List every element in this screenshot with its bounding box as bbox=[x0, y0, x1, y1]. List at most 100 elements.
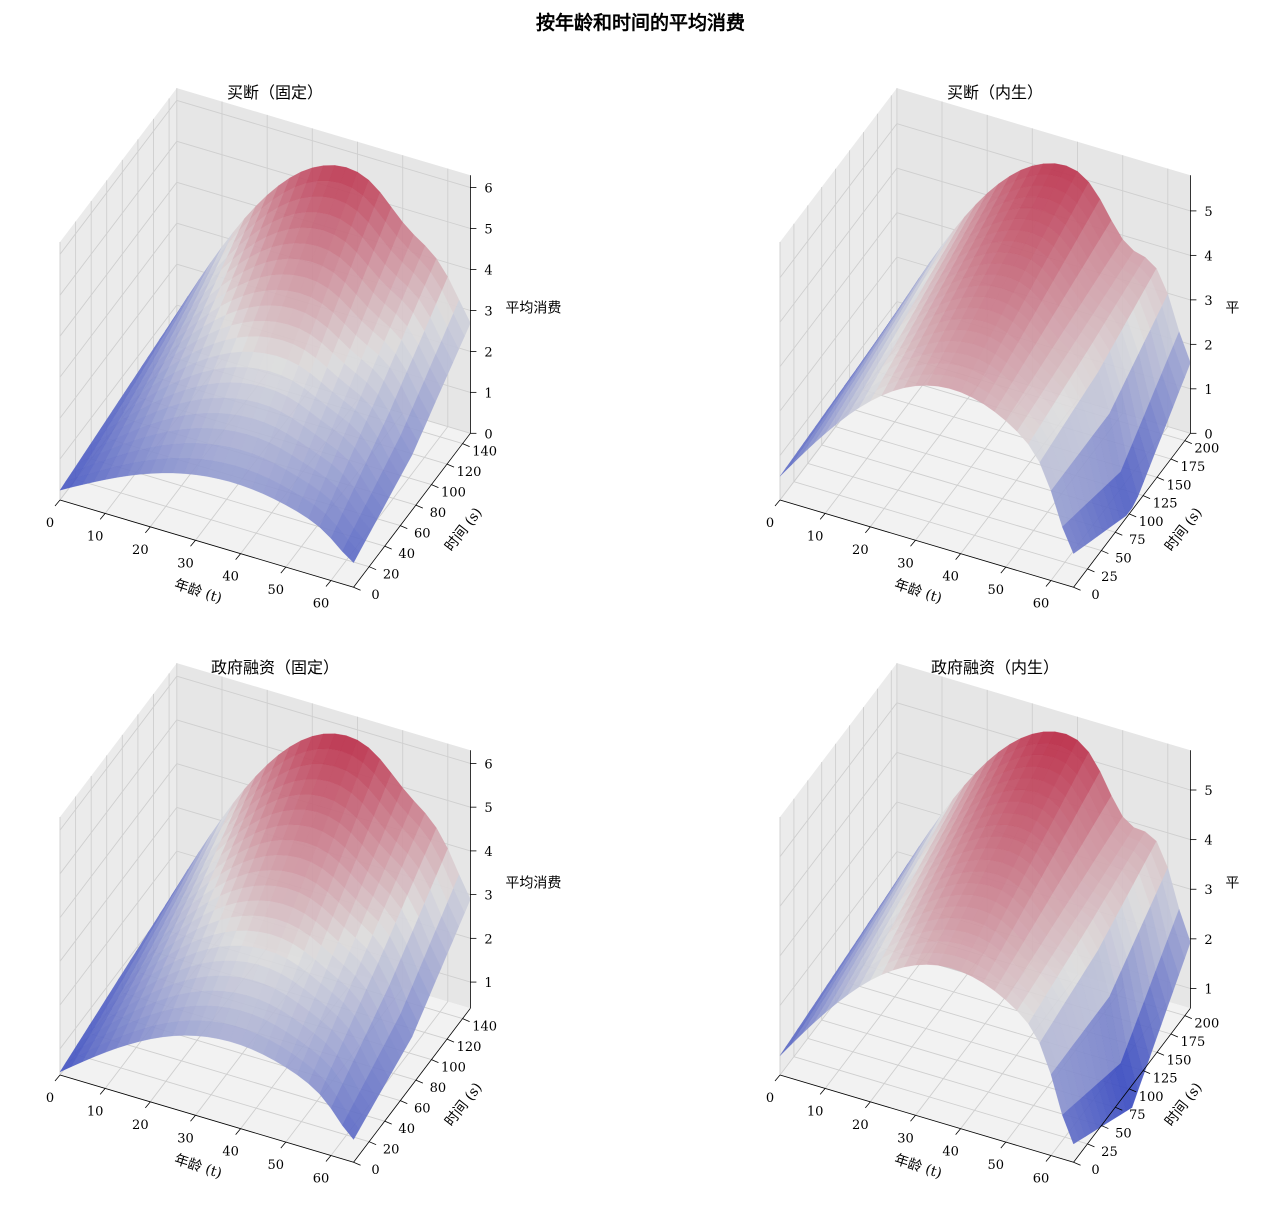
x-tick-label: 30 bbox=[897, 1131, 914, 1146]
surface-patch bbox=[1062, 521, 1080, 554]
y-tick-label: 50 bbox=[1115, 1127, 1132, 1142]
x-tick bbox=[145, 526, 151, 534]
x-tick-label: 60 bbox=[1033, 597, 1050, 612]
y-tick bbox=[415, 504, 424, 509]
z-tick-label: 2 bbox=[484, 932, 492, 947]
z-gridline bbox=[59, 675, 471, 831]
x-axis-line bbox=[59, 499, 354, 588]
y-gridline bbox=[821, 762, 1116, 1108]
y-tick bbox=[1101, 550, 1109, 554]
y-tick bbox=[431, 484, 439, 488]
x-tick-label: 60 bbox=[1033, 1172, 1050, 1187]
x-tick-label: 0 bbox=[46, 1091, 54, 1106]
x-axis-label: 年龄 (t) bbox=[892, 577, 944, 607]
x-tick-label: 10 bbox=[807, 529, 824, 544]
z-tick-label: 0 bbox=[1204, 427, 1212, 442]
y-tick bbox=[1156, 476, 1165, 481]
y-tick-label: 20 bbox=[383, 1143, 400, 1158]
x-tick bbox=[325, 1155, 332, 1162]
z-axis-label: 平 bbox=[1225, 300, 1239, 316]
y-tick bbox=[446, 1038, 455, 1043]
y-tick-label: 140 bbox=[472, 445, 497, 460]
subplot-3: 政府融资（固定） 0 10 20 30 40 50 60 0 20 40 60 80 100 120 140 1… bbox=[46, 658, 562, 1187]
y-tick-label: 100 bbox=[441, 486, 466, 501]
x-axis-label: 年龄 (t) bbox=[172, 577, 224, 607]
y-tick-label: 100 bbox=[1139, 1090, 1164, 1105]
y-tick-label: 0 bbox=[1091, 588, 1099, 603]
axes bbox=[54, 175, 477, 591]
x-tick-label: 60 bbox=[313, 597, 330, 612]
y-tick-label: 50 bbox=[1115, 552, 1132, 567]
surface-patch bbox=[342, 1113, 360, 1140]
z-tick-label: 2 bbox=[484, 345, 492, 360]
y-tick bbox=[400, 1100, 408, 1105]
x-tick-label: 0 bbox=[46, 516, 54, 531]
x-tick-label: 10 bbox=[87, 529, 104, 544]
y-tick-label: 150 bbox=[1167, 478, 1192, 493]
z-tick-label: 4 bbox=[1204, 834, 1212, 849]
y-tick-label: 75 bbox=[1129, 533, 1146, 548]
x-tick bbox=[99, 1088, 106, 1095]
y-tick bbox=[462, 443, 470, 447]
y-tick-label: 200 bbox=[1194, 1017, 1219, 1032]
left-pane bbox=[780, 663, 897, 1075]
y-tick bbox=[462, 1018, 470, 1022]
y-tick bbox=[384, 1120, 392, 1125]
z-tick-label: 1 bbox=[1204, 383, 1212, 398]
y-axis-label: 时间 (s) bbox=[442, 505, 486, 555]
x-tick-label: 0 bbox=[766, 516, 774, 531]
z-tick-label: 5 bbox=[1204, 784, 1212, 799]
x-tick bbox=[1045, 1155, 1052, 1162]
x-tick bbox=[235, 1128, 241, 1135]
y-axis-line bbox=[353, 1008, 471, 1163]
z-tick-label: 4 bbox=[1204, 249, 1212, 264]
x-tick-label: 50 bbox=[988, 583, 1005, 598]
z-tick-label: 3 bbox=[1204, 883, 1212, 898]
subplot-title: 政府融资（固定） bbox=[211, 658, 339, 677]
y-tick bbox=[1170, 1033, 1179, 1038]
z-axis-label: 平均消费 bbox=[505, 875, 561, 891]
x-tick bbox=[54, 1074, 61, 1082]
z-axis-label: 平 bbox=[1225, 875, 1239, 891]
x-tick-label: 30 bbox=[897, 556, 914, 571]
x-tick-label: 10 bbox=[807, 1104, 824, 1119]
y-tick-label: 200 bbox=[1194, 442, 1219, 457]
x-tick bbox=[774, 1074, 781, 1082]
y-tick-label: 0 bbox=[371, 1163, 379, 1178]
x-axis-line bbox=[779, 1074, 1074, 1163]
subplot-2: 买断（内生）0102030405060025507510012515017520… bbox=[766, 83, 1240, 612]
y-tick bbox=[1101, 1125, 1109, 1129]
x-tick-label: 10 bbox=[87, 1104, 104, 1119]
y-tick-label: 100 bbox=[1139, 515, 1164, 530]
x-tick bbox=[955, 1128, 961, 1135]
figure-title: 按年龄和时间的平均消费 bbox=[535, 12, 745, 34]
surface-patch bbox=[1062, 1109, 1080, 1145]
x-axis-line bbox=[779, 499, 1074, 588]
y-tick bbox=[368, 1141, 377, 1146]
y-tick bbox=[353, 1161, 361, 1166]
y-tick bbox=[446, 463, 455, 468]
z-tick-label: 3 bbox=[484, 889, 492, 904]
y-tick bbox=[1129, 513, 1137, 518]
x-tick-label: 60 bbox=[313, 1172, 330, 1187]
y-tick bbox=[1142, 495, 1151, 499]
y-tick bbox=[431, 1059, 439, 1063]
y-tick-label: 20 bbox=[383, 568, 400, 583]
z-tick-label: 2 bbox=[1204, 338, 1212, 353]
x-tick bbox=[190, 539, 196, 547]
x-axis-line bbox=[59, 1074, 354, 1163]
x-tick-label: 40 bbox=[942, 570, 959, 585]
x-tick-label: 40 bbox=[222, 1145, 239, 1160]
z-tick-label: 6 bbox=[484, 757, 492, 772]
y-tick-label: 125 bbox=[1153, 1072, 1178, 1087]
y-tick bbox=[1184, 440, 1192, 445]
y-gridline bbox=[793, 798, 1088, 1145]
y-tick bbox=[1184, 1015, 1192, 1020]
y-tick bbox=[1087, 568, 1095, 573]
subplot-title: 买断（内生） bbox=[947, 83, 1043, 102]
x-tick-label: 20 bbox=[852, 543, 869, 558]
y-tick-label: 60 bbox=[414, 1102, 431, 1117]
axes bbox=[54, 750, 477, 1166]
x-tick-label: 0 bbox=[766, 1091, 774, 1106]
y-axis-label: 时间 (s) bbox=[1162, 505, 1206, 555]
